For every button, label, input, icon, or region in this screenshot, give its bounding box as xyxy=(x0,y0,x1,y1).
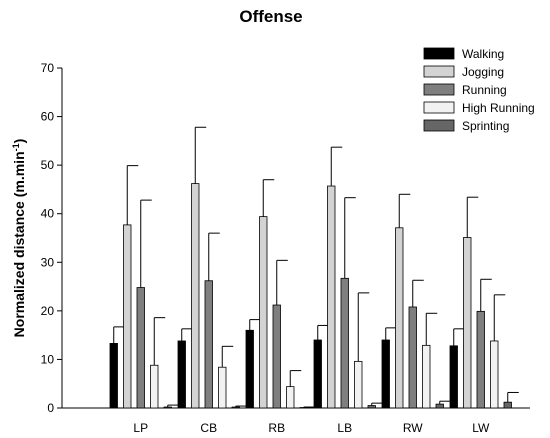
y-tick-label: 70 xyxy=(41,61,55,75)
y-axis-label-close: ) xyxy=(11,139,27,144)
bar xyxy=(408,306,417,409)
legend: Walking Jogging Running High Running Sprinti… xyxy=(423,47,535,133)
bar xyxy=(123,224,132,409)
legend-label: High Running xyxy=(462,101,535,115)
bar xyxy=(449,345,458,409)
y-tick-label: 30 xyxy=(41,255,55,269)
x-tick-label: RW xyxy=(403,421,423,435)
bar xyxy=(381,339,390,409)
bar xyxy=(136,287,145,409)
legend-swatch xyxy=(423,101,455,114)
bar xyxy=(150,364,159,409)
x-tick-label: LB xyxy=(337,421,352,435)
x-tick-label: LW xyxy=(472,421,490,435)
bar xyxy=(163,406,172,409)
y-tick-label: 0 xyxy=(47,401,54,415)
bar xyxy=(354,360,363,409)
bar xyxy=(340,277,349,409)
legend-label: Jogging xyxy=(462,65,504,79)
bar xyxy=(395,227,404,409)
legend-swatch xyxy=(423,47,455,60)
y-axis-label-superscript: -1 xyxy=(11,143,21,151)
bar xyxy=(490,340,499,409)
y-axis-label: Normalized distance (m.min-1) xyxy=(11,139,27,338)
chart-title: Offense xyxy=(239,7,302,26)
bar xyxy=(299,407,308,409)
legend-label: Running xyxy=(462,83,507,97)
bar xyxy=(313,339,322,409)
x-tick-label: CB xyxy=(200,421,217,435)
bar xyxy=(109,342,118,409)
y-tick-label: 40 xyxy=(41,207,55,221)
legend-swatch xyxy=(423,65,455,78)
legend-label: Walking xyxy=(462,47,504,61)
y-axis-label-main: Normalized distance (m.min xyxy=(11,151,27,337)
bar xyxy=(463,237,472,409)
bar xyxy=(476,310,485,409)
x-tick-label: RB xyxy=(268,421,285,435)
bar xyxy=(435,403,444,409)
bar xyxy=(259,216,268,409)
legend-swatch xyxy=(423,119,455,132)
y-tick-label: 60 xyxy=(41,110,55,124)
bar xyxy=(191,183,200,409)
y-tick-label: 10 xyxy=(41,352,55,366)
bar xyxy=(286,386,295,409)
bar xyxy=(204,280,213,409)
bars xyxy=(109,126,519,409)
bar xyxy=(272,304,281,409)
legend-swatch xyxy=(423,83,455,96)
bar xyxy=(218,366,227,409)
bar xyxy=(422,344,431,409)
bar xyxy=(231,406,240,409)
y-tick-label: 20 xyxy=(41,304,55,318)
axes: 0 10 20 30 40 50 60 70 LP CB RB LB RW LW xyxy=(41,61,530,435)
y-tick-label: 50 xyxy=(41,158,55,172)
bar xyxy=(503,401,512,409)
bar xyxy=(367,405,376,409)
bar xyxy=(327,185,336,409)
legend-label: Sprinting xyxy=(462,119,509,133)
x-tick-label: LP xyxy=(133,421,148,435)
bar xyxy=(177,340,186,409)
bar xyxy=(245,329,254,409)
